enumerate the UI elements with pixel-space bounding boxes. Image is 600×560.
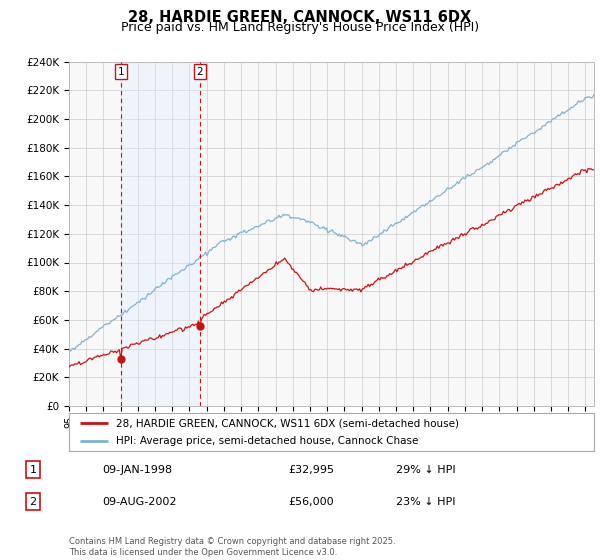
Bar — [121, 62, 200, 406]
Text: £56,000: £56,000 — [288, 497, 334, 507]
Text: 29% ↓ HPI: 29% ↓ HPI — [396, 464, 455, 474]
Text: 09-AUG-2002: 09-AUG-2002 — [102, 497, 176, 507]
Text: HPI: Average price, semi-detached house, Cannock Chase: HPI: Average price, semi-detached house,… — [116, 436, 419, 446]
Text: 23% ↓ HPI: 23% ↓ HPI — [396, 497, 455, 507]
Text: 1: 1 — [29, 464, 37, 474]
Text: Contains HM Land Registry data © Crown copyright and database right 2025.
This d: Contains HM Land Registry data © Crown c… — [69, 537, 395, 557]
Text: 09-JAN-1998: 09-JAN-1998 — [102, 464, 172, 474]
Text: Price paid vs. HM Land Registry's House Price Index (HPI): Price paid vs. HM Land Registry's House … — [121, 21, 479, 34]
Text: £32,995: £32,995 — [288, 464, 334, 474]
Text: 2: 2 — [29, 497, 37, 507]
Text: 1: 1 — [118, 67, 125, 77]
Text: 2: 2 — [197, 67, 203, 77]
Text: 28, HARDIE GREEN, CANNOCK, WS11 6DX: 28, HARDIE GREEN, CANNOCK, WS11 6DX — [128, 10, 472, 25]
Text: 28, HARDIE GREEN, CANNOCK, WS11 6DX (semi-detached house): 28, HARDIE GREEN, CANNOCK, WS11 6DX (sem… — [116, 418, 459, 428]
